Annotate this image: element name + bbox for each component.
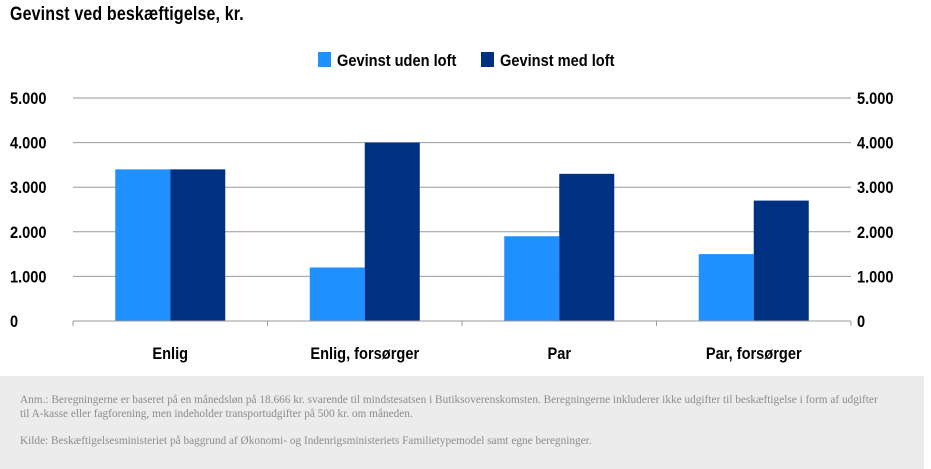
y-tick-label-right: 4.000 [857, 135, 894, 153]
bar [170, 169, 226, 321]
bar [559, 173, 615, 321]
y-tick-label-right: 3.000 [857, 179, 894, 197]
y-tick-label-left: 0 [10, 313, 18, 331]
x-tick-label: Par [547, 345, 571, 363]
bar [364, 142, 420, 321]
bar [698, 254, 754, 321]
y-tick-label-left: 1.000 [10, 268, 47, 286]
bar [753, 200, 809, 321]
y-tick-label-right: 5.000 [857, 90, 894, 108]
legend-swatch [318, 52, 331, 67]
legend-swatch [481, 52, 494, 67]
legend-label: Gevinst uden loft [337, 52, 457, 70]
chart-title: Gevinst ved beskæftigelse, kr. [10, 4, 244, 25]
note-annotation: Anm.: Beregningerne er baseret på en mån… [20, 394, 878, 420]
bar [309, 267, 365, 321]
x-tick-label: Par, forsørger [706, 345, 802, 363]
y-tick-label-left: 3.000 [10, 179, 47, 197]
x-tick-label: Enlig [152, 345, 188, 363]
x-tick-label: Enlig, forsørger [310, 345, 419, 363]
y-tick-label-right: 0 [857, 313, 865, 331]
y-tick-label-right: 2.000 [857, 224, 894, 242]
y-tick-label-left: 2.000 [10, 224, 47, 242]
y-tick-label-left: 4.000 [10, 135, 47, 153]
y-tick-label-right: 1.000 [857, 268, 894, 286]
note-source: Kilde: Beskæftigelsesministeriet på bagg… [20, 435, 592, 447]
bar [115, 169, 171, 321]
bar [504, 236, 560, 321]
notes-panel: Anm.: Beregningerne er baseret på en mån… [0, 376, 924, 469]
legend-label: Gevinst med loft [500, 52, 615, 70]
y-tick-label-left: 5.000 [10, 90, 47, 108]
bar-chart: 0 0 1.000 1.000 2.000 2.000 3.000 3.000 4.000 4.0… [10, 52, 894, 363]
